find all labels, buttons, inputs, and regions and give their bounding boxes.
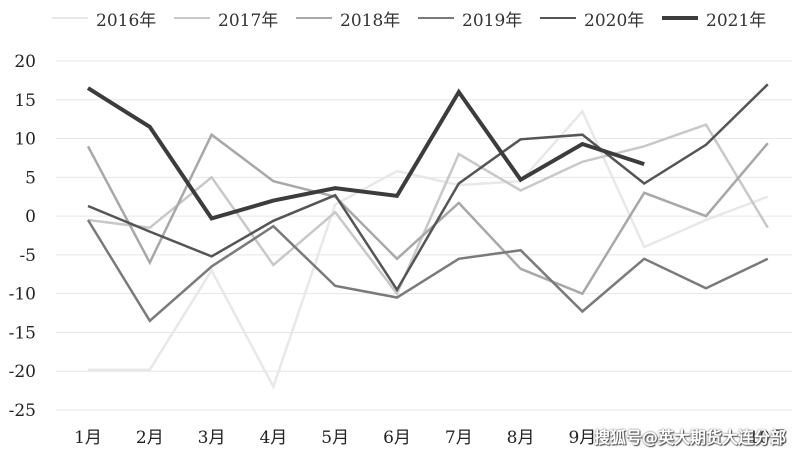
- legend-swatch: [174, 17, 210, 19]
- legend-item: 2019年: [418, 6, 540, 31]
- x-tick-label: 7月: [445, 428, 473, 448]
- watermark: 搜狐号@英大期货大连分部: [593, 428, 786, 447]
- series-line-2019年: [86, 219, 769, 323]
- y-tick-label: -10: [9, 285, 36, 305]
- legend-swatch: [296, 17, 332, 19]
- x-tick-label: 4月: [259, 428, 287, 448]
- x-tick-label: 3月: [198, 428, 226, 448]
- legend-label: 2016年: [96, 10, 157, 31]
- legend-label: 2017年: [218, 10, 279, 31]
- x-tick-label: 5月: [321, 428, 349, 448]
- y-tick-label: 20: [14, 52, 36, 72]
- x-tick-label: 10月: [748, 428, 787, 448]
- series-line-2016年: [88, 109, 769, 390]
- y-tick-label: -25: [9, 401, 36, 421]
- legend-label: 2021年: [706, 10, 767, 31]
- y-tick-label: 15: [14, 91, 36, 111]
- legend-label: 2019年: [462, 10, 523, 31]
- x-tick-label: 1月: [74, 428, 102, 448]
- legend-swatch: [540, 17, 576, 19]
- legend-item: 2020年: [540, 6, 662, 31]
- chart-legend: 2016年 2017年 2018年 2019年 2020年 2021年: [52, 4, 792, 32]
- series-line-2017年: [87, 123, 769, 297]
- legend-label: 2018年: [340, 10, 401, 31]
- legend-label: 2020年: [584, 10, 645, 31]
- legend-item: 2021年: [662, 6, 784, 31]
- series-line-2020年: [87, 83, 769, 293]
- y-tick-label: -15: [9, 323, 36, 343]
- x-tick-label: 9月: [568, 428, 596, 448]
- x-tick-label: 6月: [383, 428, 411, 448]
- x-tick-label: 2月: [136, 428, 164, 448]
- y-tick-label: 10: [14, 130, 36, 150]
- legend-item: 2018年: [296, 6, 418, 31]
- x-tick-label: 8月: [507, 428, 535, 448]
- legend-item: 2017年: [174, 6, 296, 31]
- legend-swatch: [662, 16, 698, 20]
- legend-swatch: [418, 17, 454, 19]
- series-line-2018年: [86, 132, 769, 296]
- series-line-2021年: [86, 86, 645, 221]
- y-tick-label: 5: [25, 168, 36, 188]
- y-tick-label: 0: [25, 207, 36, 227]
- y-tick-label: -5: [19, 246, 36, 266]
- y-tick-label: -20: [9, 362, 36, 382]
- legend-item: 2016年: [52, 6, 174, 31]
- legend-swatch: [52, 17, 88, 19]
